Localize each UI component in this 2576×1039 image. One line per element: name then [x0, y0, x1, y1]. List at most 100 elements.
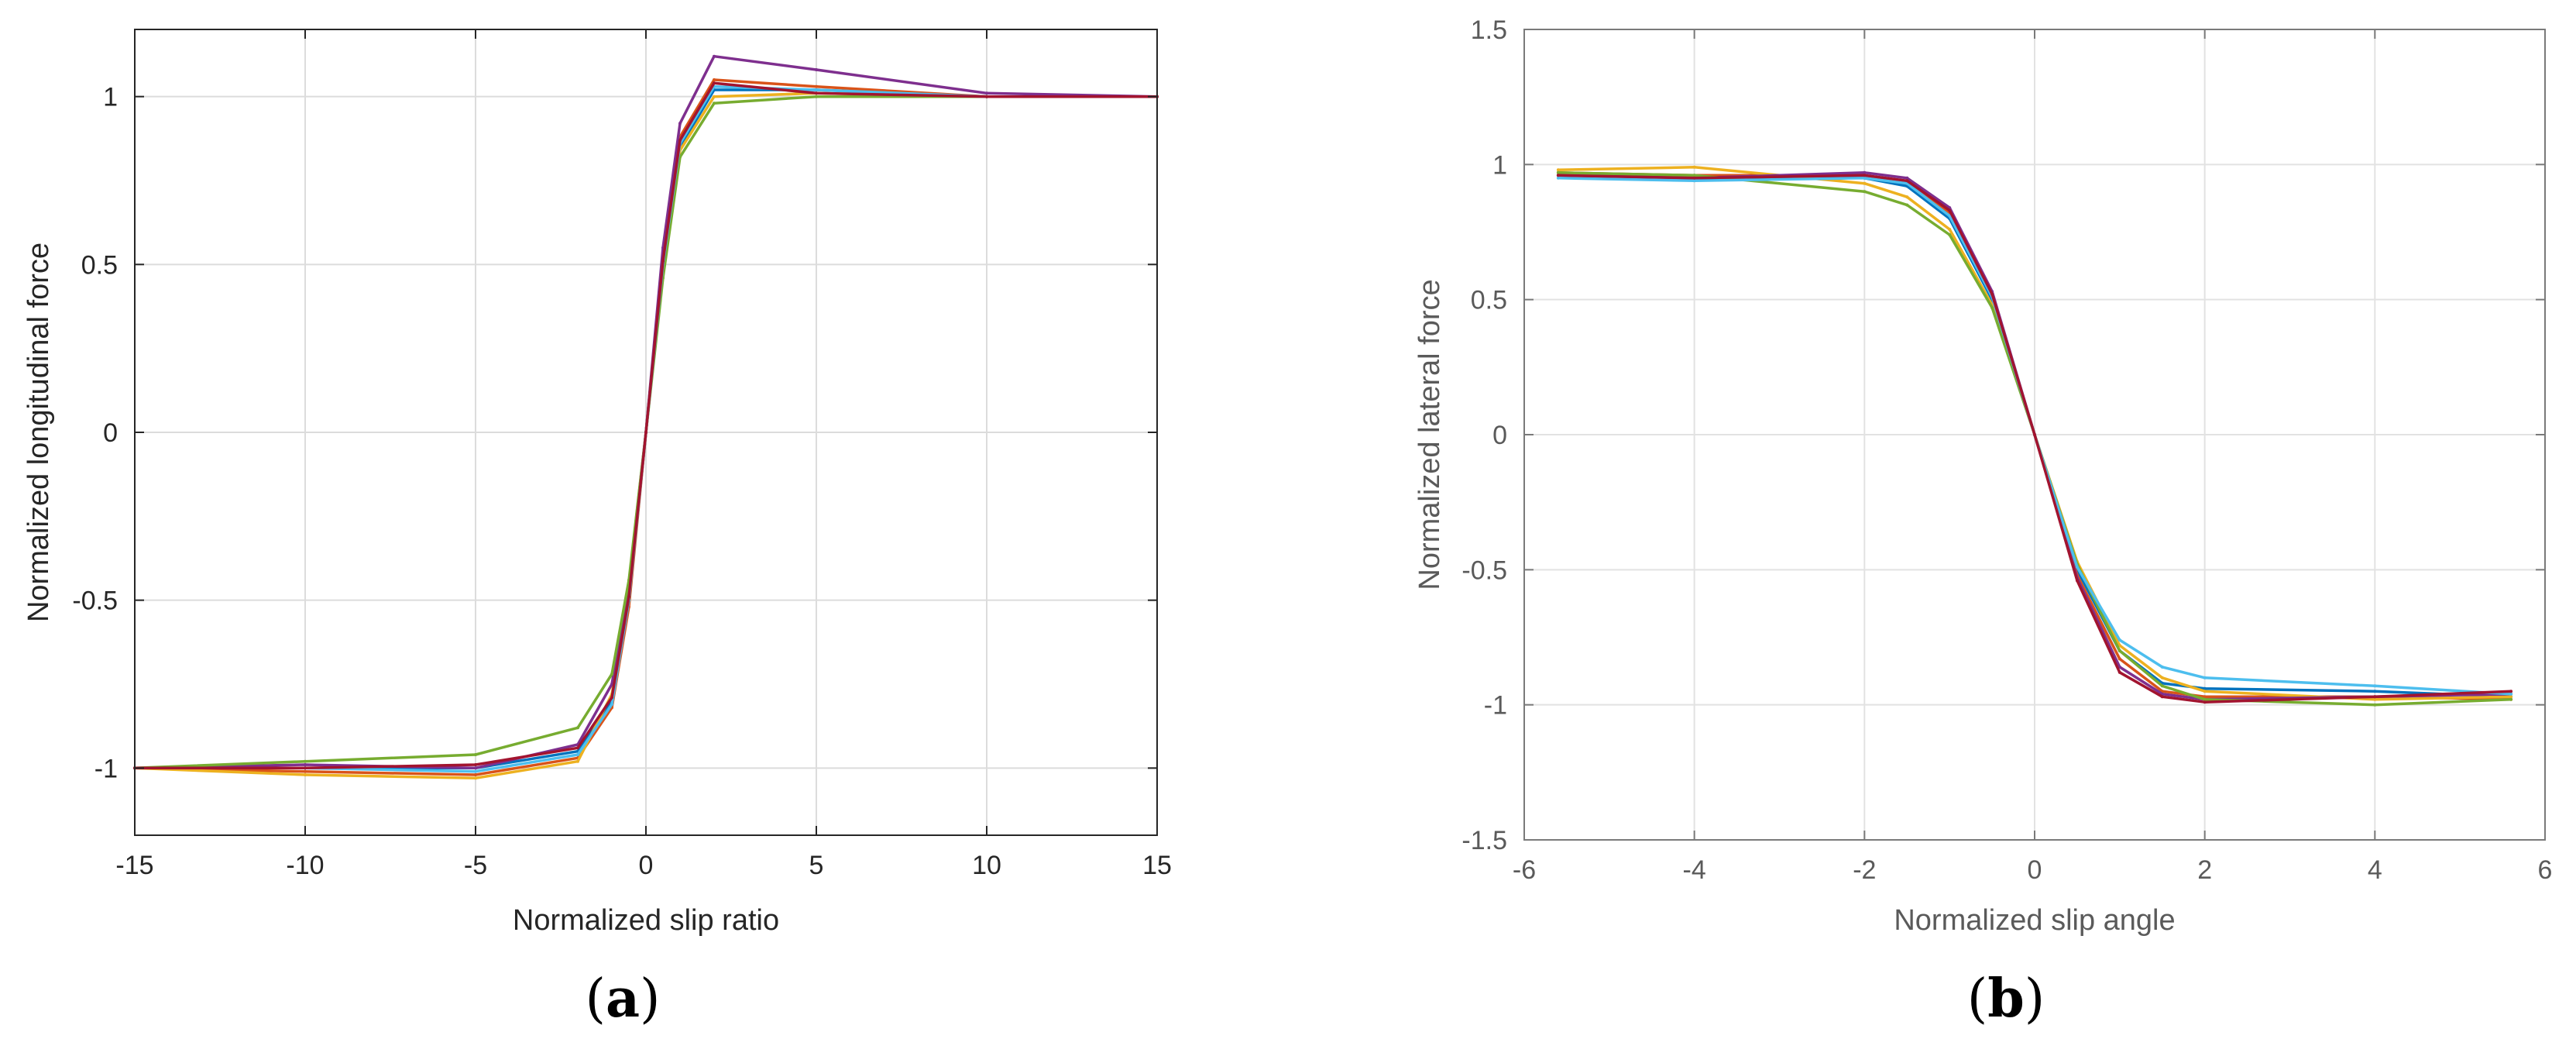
y-tick-label: -1 [94, 754, 118, 783]
chart-panel-a: -15 -10 -5 0 5 10 15 -1 -0.5 0 0.5 1 Normalized sli… [22, 29, 1172, 1030]
x-tick-label: -5 [464, 851, 487, 880]
data-point [2117, 649, 2121, 652]
x-tick-label: -6 [1513, 855, 1536, 885]
x-axis-label-a: Normalized slip ratio [513, 904, 779, 937]
data-point [644, 431, 647, 434]
data-point [1556, 176, 1560, 180]
data-point [1863, 176, 1867, 180]
data-point [713, 101, 716, 105]
data-point [2203, 690, 2207, 693]
data-point [2117, 657, 2121, 661]
data-point [474, 773, 477, 776]
x-tick-label: 6 [2538, 855, 2553, 885]
caption-b: (b) [1967, 968, 2045, 1030]
data-point [2373, 703, 2377, 707]
y-axis-label-a: Normalized longitudinal force [22, 243, 55, 622]
data-point [610, 703, 613, 706]
data-point [1905, 195, 1909, 199]
data-point [2160, 665, 2164, 669]
chart-panel-b: -6 -4 -2 0 2 4 6 -1.5 -1 -0.5 0 0.5 1 1.5 Normalized … [1413, 15, 2552, 1030]
data-point [815, 95, 818, 98]
y-tick-label: -1.5 [1461, 826, 1507, 855]
x-tick-label: -4 [1683, 855, 1706, 885]
data-point [474, 769, 477, 773]
x-tick-label: -2 [1853, 855, 1876, 885]
data-point [304, 763, 307, 766]
data-point [2203, 695, 2207, 699]
data-point [2509, 697, 2513, 701]
data-point [2203, 697, 2207, 701]
data-point [1863, 181, 1867, 185]
data-point [576, 726, 579, 730]
caption-a: (a) [585, 968, 660, 1030]
x-tick-label: 15 [1142, 851, 1172, 880]
data-point [1556, 174, 1560, 177]
y-tick-label: -0.5 [72, 587, 118, 616]
x-axis-label-b: Normalized slip angle [1894, 904, 2175, 937]
data-point [815, 68, 818, 71]
data-point [815, 84, 818, 88]
y-tick-label: 1 [103, 83, 118, 112]
y-tick-label: 1.5 [1471, 15, 1507, 45]
data-point [815, 88, 818, 91]
data-point [304, 773, 307, 776]
data-point [713, 81, 716, 85]
y-tick-label: 1 [1492, 150, 1507, 180]
data-point [576, 753, 579, 756]
data-point [2373, 690, 2377, 693]
data-point [713, 95, 716, 98]
data-point [2117, 670, 2121, 674]
data-point [1692, 165, 1696, 169]
ticks-b: -6 -4 -2 0 2 4 6 -1.5 -1 -0.5 0 0.5 1 1.5 [1461, 15, 2552, 885]
data-point [1863, 170, 1867, 174]
data-point [576, 759, 579, 763]
data-point [678, 122, 682, 126]
data-point [985, 95, 988, 98]
data-point [2203, 700, 2207, 704]
y-tick-label: 0 [1492, 421, 1507, 450]
data-point [304, 769, 307, 773]
ticks-a: -15 -10 -5 0 5 10 15 -1 -0.5 0 0.5 1 [72, 29, 1172, 880]
data-point [1905, 203, 1909, 207]
data-point [1948, 214, 1952, 218]
data-point [474, 776, 477, 780]
x-tick-label: 10 [972, 851, 1001, 880]
x-tick-label: 5 [809, 851, 824, 880]
data-point [2203, 686, 2207, 690]
y-tick-label: 0 [103, 418, 118, 448]
data-point [2509, 695, 2513, 699]
data-point [1948, 233, 1952, 236]
data-point [1948, 208, 1952, 212]
y-tick-label: -0.5 [1461, 556, 1507, 585]
data-point [1990, 306, 1994, 310]
data-point [2075, 565, 2079, 569]
data-point [1556, 168, 1560, 172]
y-tick-label: 0.5 [81, 250, 118, 280]
data-point [610, 673, 613, 676]
data-point [2160, 676, 2164, 679]
data-point [2373, 695, 2377, 699]
data-point [1692, 179, 1696, 183]
x-tick-label: 2 [2197, 855, 2212, 885]
series-group-b [1556, 165, 2513, 707]
data-point [627, 595, 630, 599]
data-point [1863, 174, 1867, 177]
data-point [2160, 684, 2164, 688]
series-group-a [133, 54, 1159, 780]
data-point [2033, 433, 2036, 436]
data-point [2160, 695, 2164, 699]
data-point [304, 759, 307, 763]
y-tick-label: -1 [1484, 691, 1507, 721]
y-axis-label-b: Normalized lateral force [1413, 279, 1446, 590]
data-point [713, 54, 716, 58]
data-point [474, 753, 477, 756]
x-tick-label: -15 [115, 851, 153, 880]
data-point [985, 91, 988, 95]
data-point [815, 91, 818, 95]
x-tick-label: 4 [2368, 855, 2382, 885]
data-point [1905, 179, 1909, 183]
data-point [1692, 174, 1696, 177]
data-point [1556, 170, 1560, 174]
data-point [2373, 684, 2377, 688]
